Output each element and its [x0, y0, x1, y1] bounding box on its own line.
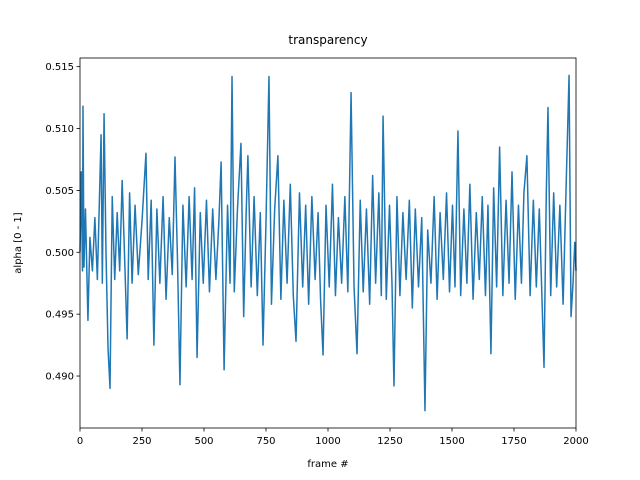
x-tick-label: 250 — [132, 436, 151, 447]
x-tick-label: 0 — [77, 436, 83, 447]
x-tick-label: 1500 — [439, 436, 464, 447]
x-tick-label: 1000 — [315, 436, 340, 447]
x-axis-label: frame # — [307, 459, 348, 470]
y-tick-label: 0.505 — [45, 186, 74, 197]
y-tick-label: 0.510 — [45, 124, 74, 135]
data-line — [79, 74, 577, 412]
y-tick-label: 0.495 — [45, 310, 74, 321]
axes-frame — [79, 57, 577, 429]
chart-title: transparency — [288, 33, 367, 47]
x-tick-label: 1250 — [377, 436, 402, 447]
y-tick-label: 0.500 — [45, 248, 74, 259]
y-axis-label: alpha [0 - 1] — [13, 212, 24, 273]
y-tick-label: 0.515 — [45, 62, 74, 73]
y-tick-label: 0.490 — [45, 372, 74, 383]
x-tick-label: 1750 — [501, 436, 526, 447]
x-tick-label: 500 — [194, 436, 213, 447]
x-tick-label: 750 — [256, 436, 275, 447]
x-tick-label: 2000 — [563, 436, 588, 447]
